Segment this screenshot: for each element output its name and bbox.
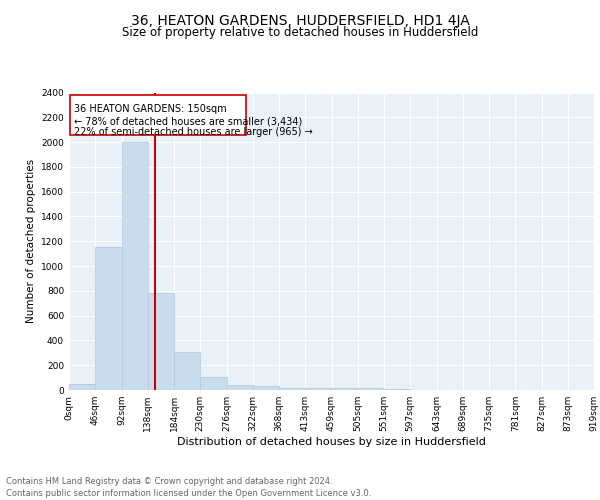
Bar [121,142,148,390]
Bar [357,388,383,390]
Text: Contains HM Land Registry data © Crown copyright and database right 2024.
Contai: Contains HM Land Registry data © Crown c… [6,476,371,498]
Bar [305,388,331,390]
Bar [95,248,121,390]
Text: ← 78% of detached houses are smaller (3,434): ← 78% of detached houses are smaller (3,… [74,116,302,126]
Bar [331,388,357,390]
Text: Size of property relative to detached houses in Huddersfield: Size of property relative to detached ho… [122,26,478,39]
Y-axis label: Number of detached properties: Number of detached properties [26,159,35,324]
FancyBboxPatch shape [70,95,246,134]
Bar [148,294,174,390]
Text: 36, HEATON GARDENS, HUDDERSFIELD, HD1 4JA: 36, HEATON GARDENS, HUDDERSFIELD, HD1 4J… [131,14,469,28]
Bar [279,388,305,390]
Text: 36 HEATON GARDENS: 150sqm: 36 HEATON GARDENS: 150sqm [74,104,226,115]
Bar [69,384,95,390]
Bar [174,352,200,390]
Bar [227,385,253,390]
Text: 22% of semi-detached houses are larger (965) →: 22% of semi-detached houses are larger (… [74,126,313,136]
Bar [253,386,279,390]
X-axis label: Distribution of detached houses by size in Huddersfield: Distribution of detached houses by size … [177,437,486,447]
Bar [200,377,227,390]
